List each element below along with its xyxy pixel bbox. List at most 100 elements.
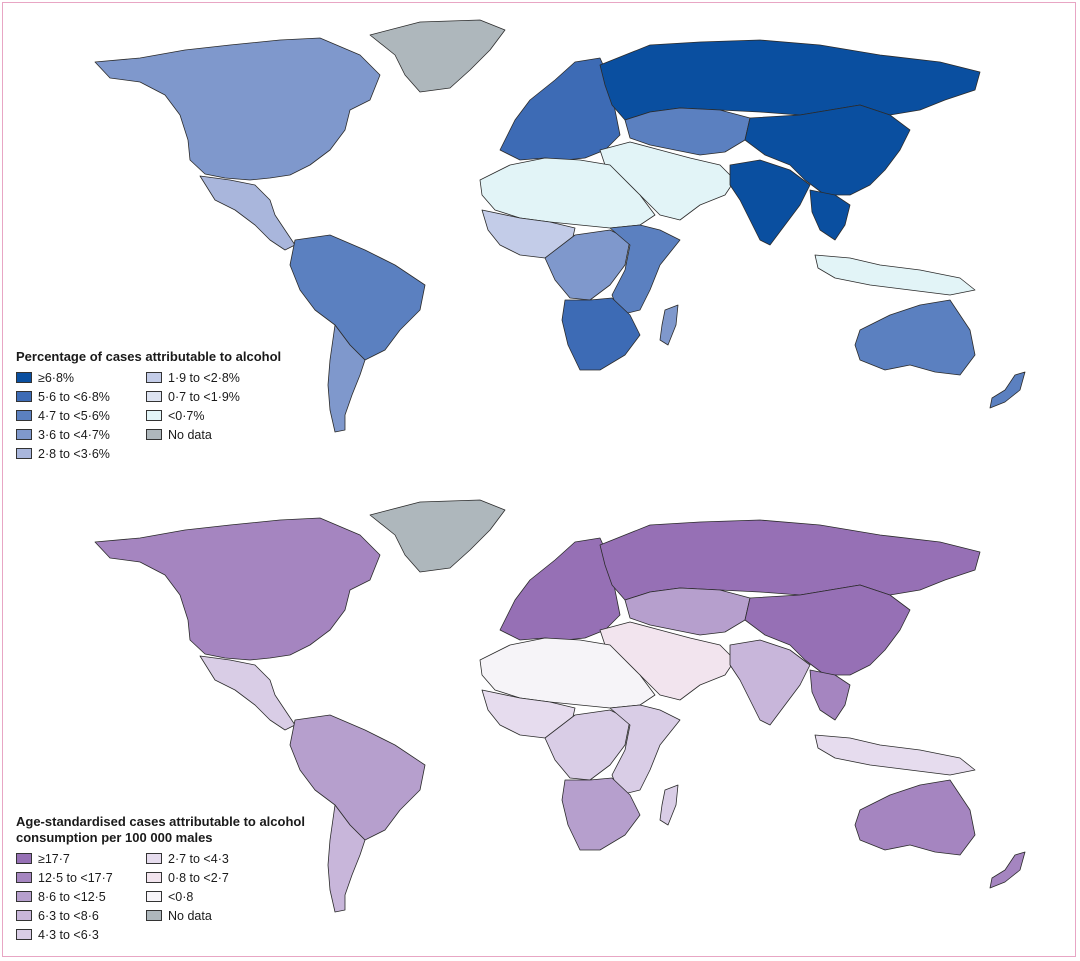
region-south-america-south[interactable] (327, 324, 366, 433)
legend-swatch (16, 372, 32, 383)
legend-label: 0·8 to <2·7 (168, 870, 229, 885)
legend-swatch (16, 410, 32, 421)
legend-swatch (146, 429, 162, 440)
legend-label: <0·8 (168, 889, 194, 904)
legend-item: 4·3 to <6·3 (16, 926, 146, 943)
legend-label: ≥6·8% (38, 370, 75, 385)
legend-item: 4·7 to <5·6% (16, 407, 146, 424)
legend-item: 0·7 to <1·9% (146, 388, 276, 405)
world-map-percentage (94, 19, 1026, 433)
legend-title: Age-standardised cases attributable to a… (16, 814, 305, 846)
legend-label: <0·7% (168, 408, 205, 423)
legend-item: 2·7 to <4·3 (146, 850, 276, 867)
legend-label: 1·9 to <2·8% (168, 370, 240, 385)
region-indonesia[interactable] (814, 734, 976, 776)
legend-grid-rate: ≥17·7 12·5 to <17·7 8·6 to <12·5 6·3 to … (16, 850, 305, 943)
legend-swatch (146, 853, 162, 864)
legend-label: 2·8 to <3·6% (38, 446, 110, 461)
map-rate-panel: Age-standardised cases attributable to a… (0, 480, 1080, 960)
legend-label: ≥17·7 (38, 851, 70, 866)
region-russia[interactable] (599, 39, 981, 121)
region-new-zealand[interactable] (989, 371, 1026, 409)
legend-title: Percentage of cases attributable to alco… (16, 349, 282, 364)
legend-label: 0·7 to <1·9% (168, 389, 240, 404)
legend-swatch (16, 448, 32, 459)
legend-title-line-1: Age-standardised cases attributable to a… (16, 814, 305, 829)
region-southern-africa[interactable] (561, 297, 641, 371)
legend-swatch (16, 391, 32, 402)
region-new-zealand[interactable] (989, 851, 1026, 889)
legend-swatch (16, 929, 32, 940)
legend-swatch (146, 910, 162, 921)
legend-item: 8·6 to <12·5 (16, 888, 146, 905)
region-south-america[interactable] (289, 234, 426, 361)
region-southern-africa[interactable] (561, 777, 641, 851)
region-central-america[interactable] (199, 175, 296, 251)
legend-item: 12·5 to <17·7 (16, 869, 146, 886)
region-south-america[interactable] (289, 714, 426, 841)
legend-label: 5·6 to <6·8% (38, 389, 110, 404)
legend-item: No data (146, 907, 276, 924)
legend-label: 12·5 to <17·7 (38, 870, 113, 885)
legend-swatch (146, 891, 162, 902)
legend-label: 2·7 to <4·3 (168, 851, 229, 866)
legend-item: 1·9 to <2·8% (146, 369, 276, 386)
region-central-africa[interactable] (544, 229, 631, 301)
region-south-asia[interactable] (729, 639, 811, 726)
legend-label: No data (168, 908, 212, 923)
legend-label: No data (168, 427, 212, 442)
legend-title-line-2: consumption per 100 000 males (16, 830, 213, 845)
legend-label: 6·3 to <8·6 (38, 908, 99, 923)
region-russia[interactable] (599, 519, 981, 601)
region-east-africa[interactable] (609, 704, 681, 796)
region-australia[interactable] (854, 779, 976, 856)
legend-swatch (16, 853, 32, 864)
legend-rate: Age-standardised cases attributable to a… (16, 814, 305, 943)
region-madagascar[interactable] (659, 784, 679, 826)
legend-swatch (16, 891, 32, 902)
legend-label: 4·7 to <5·6% (38, 408, 110, 423)
region-north-america[interactable] (94, 517, 381, 661)
region-australia[interactable] (854, 299, 976, 376)
legend-item: ≥17·7 (16, 850, 146, 867)
legend-item: <0·8 (146, 888, 276, 905)
legend-swatch (16, 910, 32, 921)
region-east-asia[interactable] (744, 104, 911, 196)
region-greenland[interactable] (369, 499, 506, 573)
legend-item: 6·3 to <8·6 (16, 907, 146, 924)
region-indonesia[interactable] (814, 254, 976, 296)
region-central-africa[interactable] (544, 709, 631, 781)
region-central-america[interactable] (199, 655, 296, 731)
region-east-asia[interactable] (744, 584, 911, 676)
legend-item: No data (146, 426, 276, 443)
legend-swatch (16, 429, 32, 440)
region-north-america[interactable] (94, 37, 381, 181)
legend-item: ≥6·8% (16, 369, 146, 386)
region-south-america-south[interactable] (327, 804, 366, 913)
legend-swatch (146, 391, 162, 402)
map-percentage-panel: Percentage of cases attributable to alco… (0, 0, 1080, 480)
region-east-africa[interactable] (609, 224, 681, 316)
region-southeast-asia[interactable] (809, 189, 851, 241)
legend-grid-percentage: ≥6·8% 5·6 to <6·8% 4·7 to <5·6% 3·6 to <… (16, 369, 281, 462)
region-central-asia[interactable] (624, 587, 751, 636)
world-map-rate (94, 499, 1026, 913)
legend-item: <0·7% (146, 407, 276, 424)
legend-item: 2·8 to <3·6% (16, 445, 146, 462)
legend-item: 3·6 to <4·7% (16, 426, 146, 443)
legend-label: 8·6 to <12·5 (38, 889, 106, 904)
region-southeast-asia[interactable] (809, 669, 851, 721)
legend-swatch (146, 410, 162, 421)
region-south-asia[interactable] (729, 159, 811, 246)
region-central-asia[interactable] (624, 107, 751, 156)
legend-swatch (146, 372, 162, 383)
legend-label: 4·3 to <6·3 (38, 927, 99, 942)
region-madagascar[interactable] (659, 304, 679, 346)
region-greenland[interactable] (369, 19, 506, 93)
legend-swatch (16, 872, 32, 883)
legend-percentage: Percentage of cases attributable to alco… (16, 349, 281, 462)
legend-label: 3·6 to <4·7% (38, 427, 110, 442)
legend-item: 0·8 to <2·7 (146, 869, 276, 886)
legend-item: 5·6 to <6·8% (16, 388, 146, 405)
